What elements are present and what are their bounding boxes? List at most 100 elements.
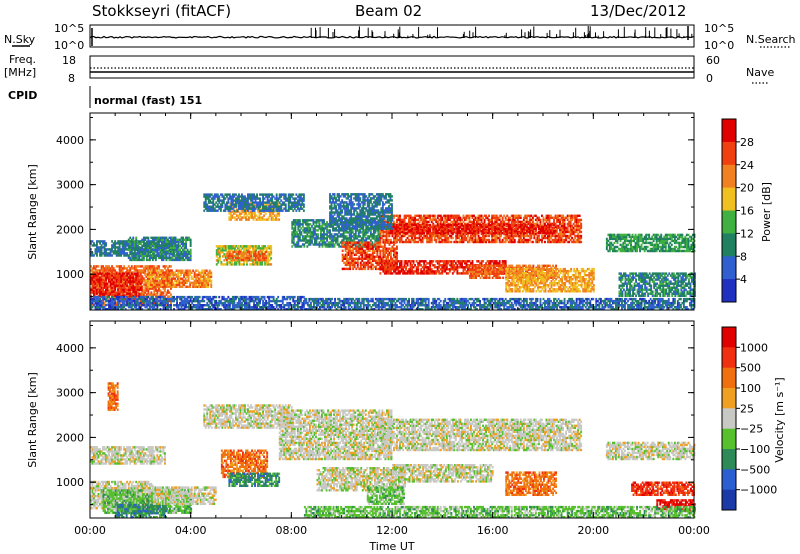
heatmap-cell: [294, 225, 296, 227]
heatmap-cell: [289, 302, 291, 304]
heatmap-cell: [219, 255, 221, 257]
heatmap-cell: [270, 245, 272, 247]
noise-y-top-right: 10^5: [704, 22, 734, 35]
heatmap-cell: [113, 267, 115, 269]
heatmap-cell: [311, 239, 313, 241]
heatmap-cell: [276, 193, 278, 195]
noise-y-bottom-left: 10^0: [54, 39, 84, 52]
heatmap-cell: [218, 296, 220, 298]
heatmap-cell: [141, 249, 143, 251]
heatmap-cell: [131, 249, 133, 251]
heatmap-cell: [101, 283, 103, 285]
heatmap-cell: [264, 296, 266, 298]
heatmap-cell: [190, 249, 192, 251]
heatmap-cell: [357, 264, 359, 266]
nave-right-bottom: 0: [706, 72, 713, 85]
heatmap-cell: [316, 239, 318, 241]
heatmap-cell: [357, 242, 359, 244]
heatmap-cell: [371, 241, 373, 243]
heatmap-cell: [92, 252, 94, 254]
heatmap-cell: [343, 242, 345, 244]
heatmap-cell: [265, 251, 267, 253]
heatmap-cell: [280, 206, 282, 208]
noise-trace: [90, 26, 694, 46]
freq-panel-frame: [90, 56, 694, 78]
heatmap-cell: [259, 197, 261, 199]
heatmap-cell: [285, 206, 287, 208]
heatmap-cell: [255, 251, 257, 253]
nave-right-top: 60: [706, 54, 720, 67]
freq-unit-label: [MHz]: [4, 66, 36, 79]
heatmap-cell: [352, 250, 354, 252]
heatmap-cell: [303, 206, 305, 208]
radar-summary-plot: Stokkseyri (fitACF) Beam 02 13/Dec/2012 …: [0, 0, 800, 554]
heatmap-cell: [259, 255, 261, 257]
heatmap-cell: [270, 263, 272, 265]
noise-y-bottom-right: 10^0: [704, 39, 734, 52]
heatmap-cell: [221, 206, 223, 208]
heatmap-cell: [140, 293, 142, 295]
date-title: 13/Dec/2012: [590, 2, 686, 20]
heatmap-cell: [303, 210, 305, 212]
noise-y-top-left: 10^5: [54, 22, 84, 35]
heatmap-cell: [361, 248, 363, 250]
heatmap-cell: [170, 265, 172, 267]
heatmap-cell: [215, 296, 217, 298]
heatmap-cell: [303, 304, 305, 306]
station-title: Stokkseyri (fitACF): [92, 2, 231, 20]
heatmap-cell: [190, 239, 192, 241]
heatmap-cell: [105, 304, 107, 306]
heatmap-cell: [131, 272, 133, 274]
heatmap-cell: [293, 239, 295, 241]
heatmap-cell: [235, 206, 237, 208]
heatmap-cell: [145, 280, 147, 282]
heatmap-cell: [93, 254, 95, 256]
heatmap-cell: [158, 265, 160, 267]
heatmap-cell: [117, 280, 119, 282]
power-heatmap: [90, 193, 696, 310]
heatmap-cell: [303, 203, 305, 205]
freq-left-bottom: 8: [68, 72, 75, 85]
heatmap-cell: [140, 272, 142, 274]
heatmap-cell: [390, 239, 392, 241]
heatmap-cell: [132, 283, 134, 285]
heatmap-cell: [299, 219, 301, 221]
heatmap-cell: [140, 287, 142, 289]
heatmap-cell: [151, 280, 153, 282]
heatmap-cell: [265, 255, 267, 257]
heatmap-cell: [265, 212, 267, 214]
noise-right-label: N.Search: [746, 33, 796, 46]
heatmap-cell: [144, 269, 146, 271]
heatmap-cell: [107, 283, 109, 285]
heatmap-cell: [396, 252, 398, 254]
heatmap-cell: [273, 296, 275, 298]
cpid-label: CPID: [8, 89, 37, 102]
heatmap-cell: [259, 206, 261, 208]
heatmap-cell: [310, 223, 312, 225]
freq-left-top: 18: [62, 54, 76, 67]
heatmap-cell: [102, 302, 104, 304]
freq-label: Freq.: [9, 53, 36, 66]
heatmap-cell: [233, 210, 235, 212]
heatmap-cell: [122, 269, 124, 271]
heatmap-cell: [369, 250, 371, 252]
heatmap-cell: [250, 251, 252, 253]
heatmap-cell: [292, 193, 294, 195]
heatmap-cell: [396, 246, 398, 248]
heatmap-cell: [278, 218, 280, 220]
heatmap-cell: [210, 272, 212, 274]
heatmap-cell: [258, 251, 260, 253]
heatmap-cell: [303, 193, 305, 195]
heatmap-cell: [329, 229, 331, 231]
heatmap-cell: [135, 237, 137, 239]
beam-title: Beam 02: [355, 2, 422, 20]
heatmap-cell: [294, 296, 296, 298]
heatmap-cell: [277, 296, 279, 298]
heatmap-cell: [317, 233, 319, 235]
heatmap-cell: [285, 203, 287, 205]
heatmap-cell: [170, 304, 172, 306]
heatmap-cell: [101, 254, 103, 256]
nave-label: Nave: [746, 66, 774, 79]
heatmap-cell: [96, 254, 98, 256]
heatmap-cell: [256, 193, 258, 195]
